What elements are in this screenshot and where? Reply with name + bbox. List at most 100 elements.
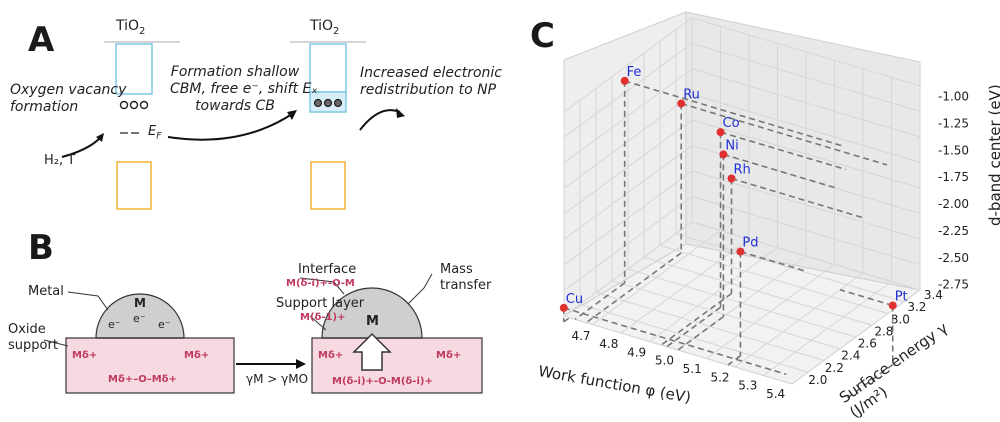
- electron-2: [323, 98, 333, 108]
- data-point-co: [716, 128, 725, 137]
- data-point-rh: [727, 174, 736, 183]
- data-point-fe: [620, 76, 629, 85]
- electron-label-3: e⁻: [158, 318, 171, 331]
- right-md-plus-2: Mδ+: [436, 350, 462, 361]
- right-oxide-support: [311, 337, 483, 394]
- oxygen-vacancy-label: Oxygen vacancy formation: [10, 82, 127, 115]
- projection-lines: [562, 80, 894, 401]
- formation-arrow: [167, 113, 293, 141]
- y-tick-label: 2.8: [874, 324, 893, 338]
- h2-arrow: [61, 137, 101, 158]
- right-metal-m: M: [366, 314, 379, 329]
- projection-dash: [680, 102, 888, 166]
- projection-dash: [666, 306, 722, 348]
- point-label-fe: Fe: [627, 65, 642, 80]
- grid-lines: [563, 17, 921, 385]
- z-tick-label: -1.25: [938, 116, 969, 130]
- projection-dash: [624, 80, 842, 147]
- mass-transfer-label: Mass transfer: [440, 262, 492, 293]
- support-layer-label: Support layer: [276, 296, 365, 311]
- electron-label-2: e⁻: [133, 312, 146, 325]
- floor-grid-line: [763, 281, 892, 376]
- z-tick-label: -1.75: [938, 170, 969, 184]
- data-point-cu: [559, 303, 568, 312]
- support-layer-leader: [309, 315, 327, 331]
- mass-transfer-leader: [407, 273, 433, 305]
- point-label-pd: Pd: [742, 236, 758, 251]
- x-tick-label: 4.9: [627, 345, 646, 359]
- redistribution-arrow: [359, 109, 401, 131]
- y-tick-label: 2.4: [841, 349, 860, 363]
- right-wall-grid-line: [691, 17, 921, 87]
- formation-arrowhead: [287, 110, 297, 120]
- x-tick-label: 5.3: [738, 379, 757, 393]
- panel-b-letter: B: [28, 228, 54, 268]
- projection-dash: [720, 131, 846, 171]
- tio2-right-label: TiO2: [310, 18, 340, 37]
- x-tick-label: 4.7: [571, 329, 590, 343]
- left-conduction-band: [115, 43, 153, 95]
- vacancy-circle-3: [139, 100, 149, 110]
- redistribution-arrowhead: [396, 108, 405, 118]
- projection-dash: [727, 355, 741, 366]
- vacancy-circle-1: [119, 100, 129, 110]
- projection-dash: [731, 177, 863, 219]
- floor-grid-line: [675, 233, 905, 303]
- panel-c-letter: C: [530, 16, 555, 56]
- floor-grid-line: [706, 264, 835, 359]
- x-tick-label: 4.8: [599, 337, 618, 351]
- ef-label: EF: [148, 124, 162, 142]
- y-tick-label: 2.2: [825, 361, 844, 375]
- right-valence-band: [310, 161, 346, 210]
- panel-b-diagram: [43, 273, 483, 394]
- transform-arrowhead: [296, 359, 306, 369]
- z-axis-label: d-band center (eV): [986, 84, 1000, 226]
- point-label-pt: Pt: [895, 289, 908, 304]
- interface-formula: M(δ-i)+-O-M: [286, 278, 355, 289]
- metal-leader: [67, 291, 109, 311]
- x-tick-label: 5.1: [683, 362, 702, 376]
- right-md-plus-1: Mδ+: [318, 350, 344, 361]
- data-point-ni: [719, 150, 728, 159]
- left-md-plus-1: Mδ+: [72, 350, 98, 361]
- point-label-ni: Ni: [725, 138, 738, 153]
- h2-arrowhead: [96, 133, 104, 142]
- floor-grid-line: [627, 268, 857, 338]
- z-tick-label: -2.75: [938, 278, 969, 292]
- floor-grid-line: [734, 272, 864, 368]
- y-tick-label: 3.0: [891, 312, 910, 326]
- tio2-left-label: TiO2: [116, 18, 146, 37]
- panel-a-letter: A: [28, 20, 55, 60]
- data-point-pd: [736, 247, 745, 256]
- projection-dash: [660, 292, 732, 346]
- x-tick-label: 5.2: [710, 370, 729, 384]
- panel-a-diagram: [61, 41, 405, 210]
- z-tick-label: -2.50: [938, 251, 969, 265]
- h2-label: H₂, T: [44, 153, 76, 168]
- point-label-ru: Ru: [683, 88, 700, 103]
- right-metal-particle: [321, 287, 423, 339]
- floor-grid-line: [643, 256, 873, 326]
- electron-label-1: e⁻: [108, 318, 121, 331]
- data-point-ru: [677, 99, 686, 108]
- left-metal-particle: [95, 293, 185, 339]
- floor-grid-line: [791, 289, 921, 385]
- axis-ticks: 4.74.84.95.05.15.25.35.42.02.22.42.62.83…: [571, 90, 969, 401]
- y-tick-label: 2.6: [858, 337, 877, 351]
- right-conduction-band: [309, 43, 347, 93]
- projection-dash: [563, 307, 787, 376]
- point-label-rh: Rh: [734, 163, 751, 178]
- metal-label: Metal: [28, 284, 64, 299]
- data-points: Fe Ru Co Rh Ni Pd Pt Cu: [559, 65, 908, 312]
- z-tick-label: -1.00: [938, 90, 969, 104]
- left-md-plus-2: Mδ+: [184, 350, 210, 361]
- left-mo-formula: Mδ+–O–Mδ+: [108, 374, 177, 385]
- left-metal-m: M: [134, 296, 146, 310]
- right-mo-formula: M(δ-i)+-O-M(δ-i)+: [332, 376, 433, 387]
- left-oxide-support: [65, 337, 235, 394]
- oxide-leader: [43, 339, 69, 347]
- point-label-cu: Cu: [566, 292, 583, 307]
- projection-dash: [740, 250, 805, 272]
- z-tick-label: -2.25: [938, 224, 969, 238]
- x-tick-label: 5.0: [655, 354, 674, 368]
